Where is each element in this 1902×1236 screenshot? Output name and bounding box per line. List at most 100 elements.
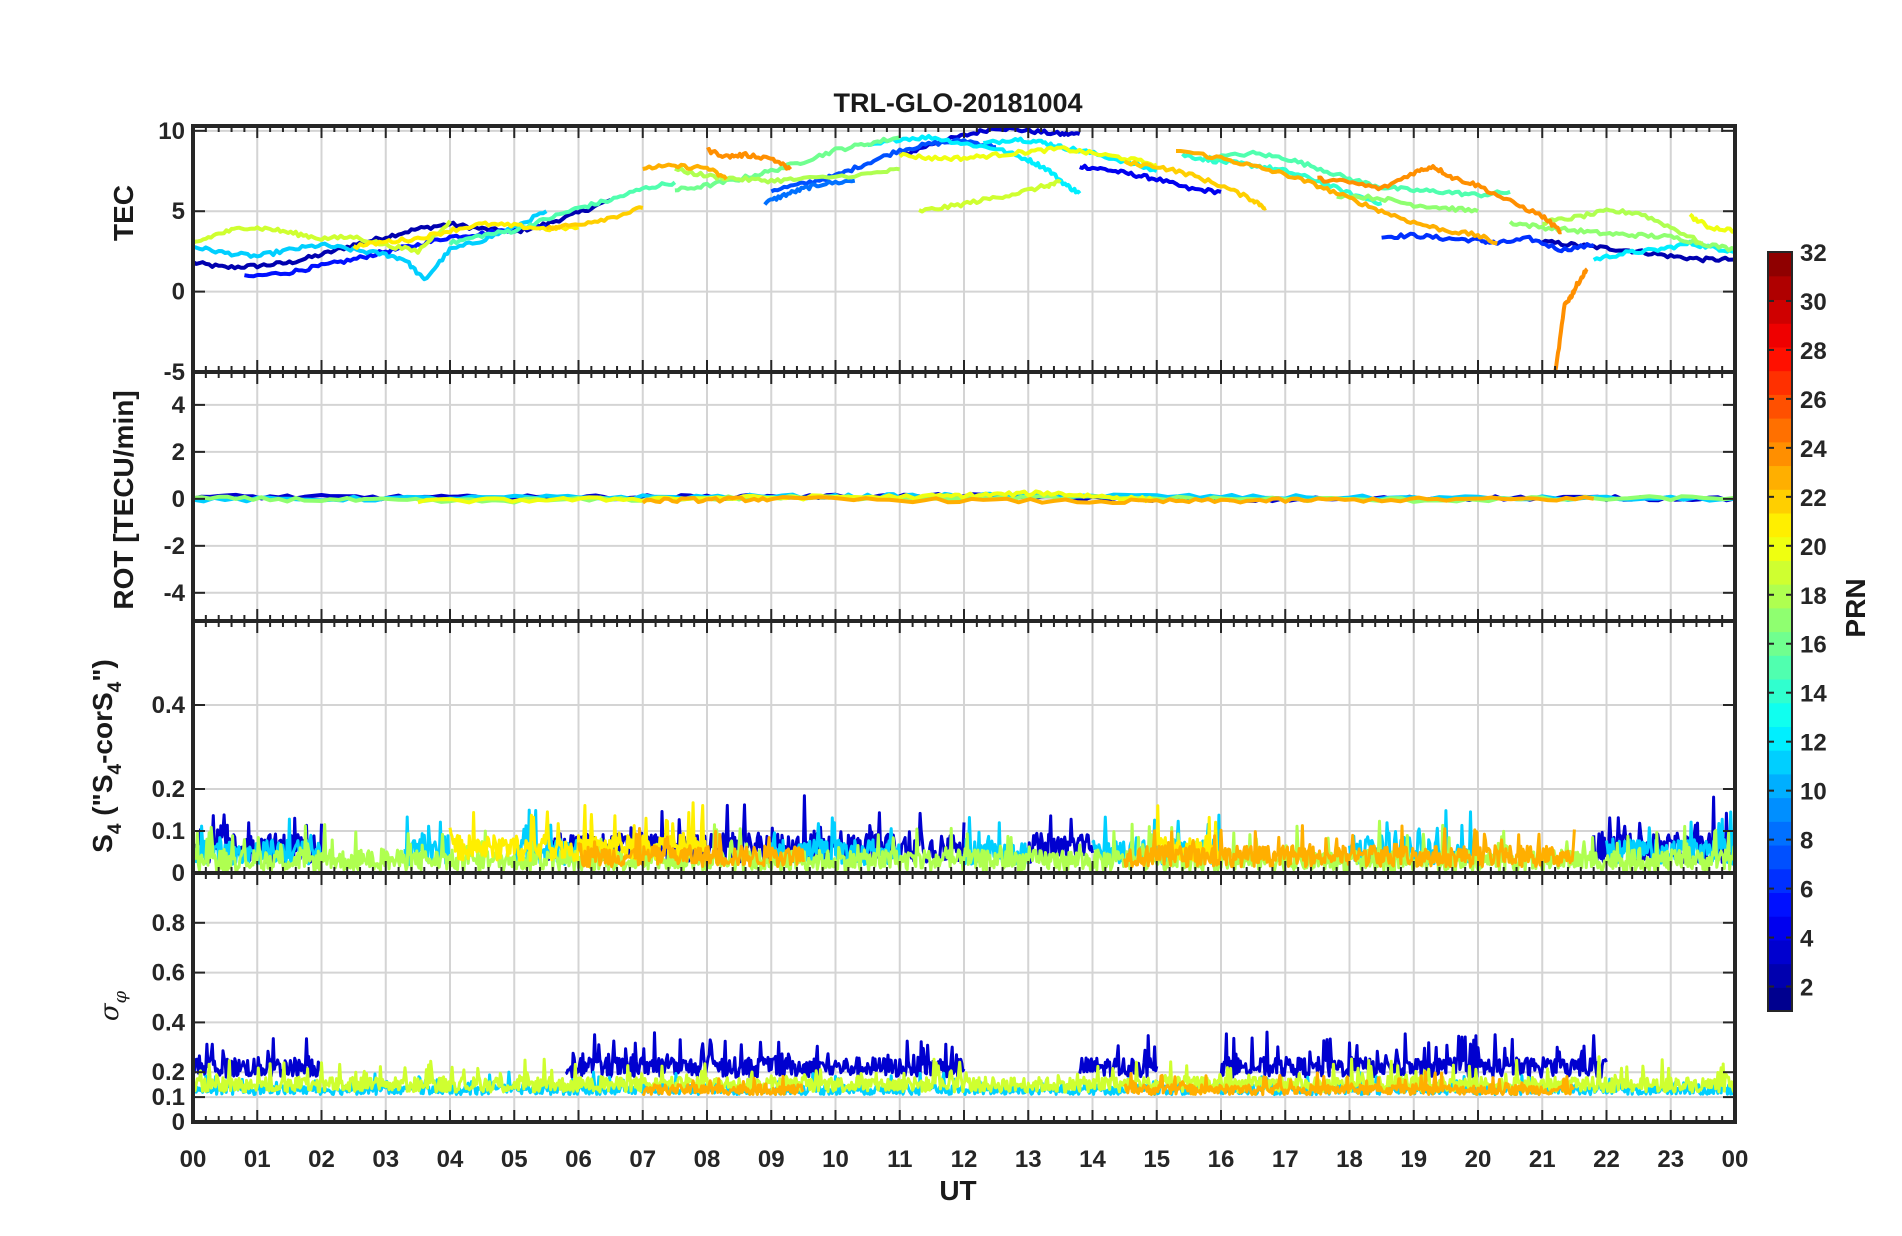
x-tick-label: 08 — [694, 1146, 721, 1173]
y-tick-label: 0.2 — [152, 1059, 185, 1086]
series-line-prn-18 — [674, 166, 901, 185]
colorbar-segment — [1768, 299, 1792, 324]
colorbar-segment — [1768, 607, 1792, 633]
series-line-prn-12 — [1592, 239, 1736, 262]
series-line-prn-18 — [1542, 207, 1704, 246]
colorbar-segment — [1768, 773, 1792, 799]
series-line-prn-23 — [642, 162, 728, 181]
colorbar-segment — [1768, 560, 1792, 585]
colorbar-segment — [1768, 916, 1792, 941]
colorbar-segment — [1768, 441, 1792, 467]
colorbar-segment — [1768, 844, 1792, 870]
series-line-prn-19 — [918, 178, 1062, 214]
colorbar-segment — [1768, 655, 1792, 680]
colorbar-segment — [1768, 370, 1792, 395]
series-line-prn-22 — [545, 205, 644, 231]
series-line-prn-19 — [192, 219, 452, 255]
colorbar-frame — [1767, 251, 1793, 1012]
series-line-prn-17 — [1336, 193, 1479, 214]
series-line-prn-23 — [1123, 1070, 1576, 1097]
y-tick-label: -4 — [164, 580, 186, 607]
x-tick-label: 21 — [1529, 1146, 1556, 1173]
colorbar-segment — [1768, 536, 1792, 561]
series-line-prn-8 — [763, 178, 856, 206]
series-line-prn-2 — [191, 198, 612, 271]
colorbar-tick-label: 30 — [1800, 289, 1827, 316]
x-tick-label: 09 — [758, 1146, 785, 1173]
y-axis-label-tec: TEC — [108, 185, 139, 241]
y-tick-label: 0 — [172, 860, 185, 887]
y-tick-label: 0.1 — [152, 1084, 185, 1111]
y-tick-label: 0.4 — [152, 692, 186, 719]
series-line-prn-23 — [1176, 149, 1498, 246]
x-tick-label: 15 — [1143, 1146, 1170, 1173]
x-tick-label: 10 — [822, 1146, 849, 1173]
x-tick-label: 00 — [1722, 1146, 1749, 1173]
colorbar-segment — [1768, 252, 1792, 277]
x-tick-label: 23 — [1657, 1146, 1684, 1173]
panel-rot: -4 -2 0 2 4 — [164, 370, 1737, 623]
y-tick-label: 4 — [172, 392, 186, 419]
x-tick-label: 18 — [1336, 1146, 1363, 1173]
y-tick-label: 2 — [172, 439, 185, 466]
series-line-prn-24 — [1317, 164, 1562, 235]
colorbar-segment — [1768, 939, 1792, 965]
x-tick-labels: 00 01 02 03 04 05 06 07 08 09 10 11 12 13 14 15 16 17 18 19… — [180, 1146, 1749, 1173]
colorbar-tick-label: 22 — [1800, 485, 1827, 512]
series-line-prn-11 — [192, 209, 548, 282]
colorbar-tick-label: 12 — [1800, 730, 1827, 757]
colorbar-tick-label: 26 — [1800, 387, 1827, 414]
x-tick-label: 16 — [1208, 1146, 1235, 1173]
colorbar-segment — [1768, 987, 1792, 1012]
y-tick-label: -2 — [164, 533, 185, 560]
colorbar-tick-label: 32 — [1800, 240, 1827, 267]
x-tick-label: 01 — [244, 1146, 271, 1173]
x-tick-label: 12 — [951, 1146, 978, 1173]
x-tick-label: 05 — [501, 1146, 528, 1173]
series-line-prn-16 — [674, 135, 901, 193]
x-tick-label: 17 — [1272, 1146, 1299, 1173]
colorbar-segment — [1768, 963, 1792, 988]
series-line-prn-20 — [898, 145, 1158, 168]
chart-title: TRL-GLO-20181004 — [833, 88, 1082, 118]
colorbar-tick-label: 28 — [1800, 338, 1827, 365]
colorbar-tick-label: 2 — [1800, 975, 1813, 1002]
colorbar-segment — [1768, 418, 1792, 443]
series-line-prn-3 — [1078, 1034, 1159, 1079]
y-tick-label: 0.8 — [152, 910, 185, 937]
colorbar-segment — [1768, 584, 1792, 609]
series-line-prn-23 — [1123, 824, 1576, 869]
x-tick-label: 02 — [308, 1146, 335, 1173]
x-tick-label: 20 — [1465, 1146, 1492, 1173]
colorbar-tick-label: 4 — [1800, 926, 1814, 953]
series-line-prn-20 — [417, 489, 1158, 505]
x-tick-label: 22 — [1593, 1146, 1620, 1173]
colorbar-tick-label: 8 — [1800, 828, 1813, 855]
colorbar-segment — [1768, 821, 1792, 846]
colorbar-tick-label: 24 — [1800, 436, 1827, 463]
colorbar-tick-label: 20 — [1800, 534, 1827, 561]
colorbar-segment — [1768, 726, 1792, 751]
y-tick-label: 10 — [158, 118, 185, 145]
colorbar-segment — [1768, 678, 1792, 704]
colorbar-segment — [1768, 465, 1792, 490]
y-tick-label: -5 — [164, 359, 185, 386]
series-line-prn-22 — [1123, 159, 1267, 211]
y-tick-label: 5 — [172, 198, 185, 225]
x-tick-label: 06 — [565, 1146, 592, 1173]
series-line-prn-21 — [352, 220, 580, 250]
colorbar-tick-label: 10 — [1800, 779, 1827, 806]
y-tick-label: 0.6 — [152, 960, 185, 987]
x-tick-label: 00 — [180, 1146, 207, 1173]
colorbar-tick-label: 6 — [1800, 877, 1813, 904]
colorbar-segment — [1768, 323, 1792, 348]
colorbar-segment — [1768, 797, 1792, 822]
colorbar-segment — [1768, 750, 1792, 775]
series-line-prn-3 — [1219, 1030, 1608, 1079]
x-tick-label: 13 — [1015, 1146, 1042, 1173]
series-line-prn-4 — [1079, 163, 1222, 196]
colorbar-segment — [1768, 275, 1792, 301]
series-line-prn-23 — [641, 1074, 805, 1097]
